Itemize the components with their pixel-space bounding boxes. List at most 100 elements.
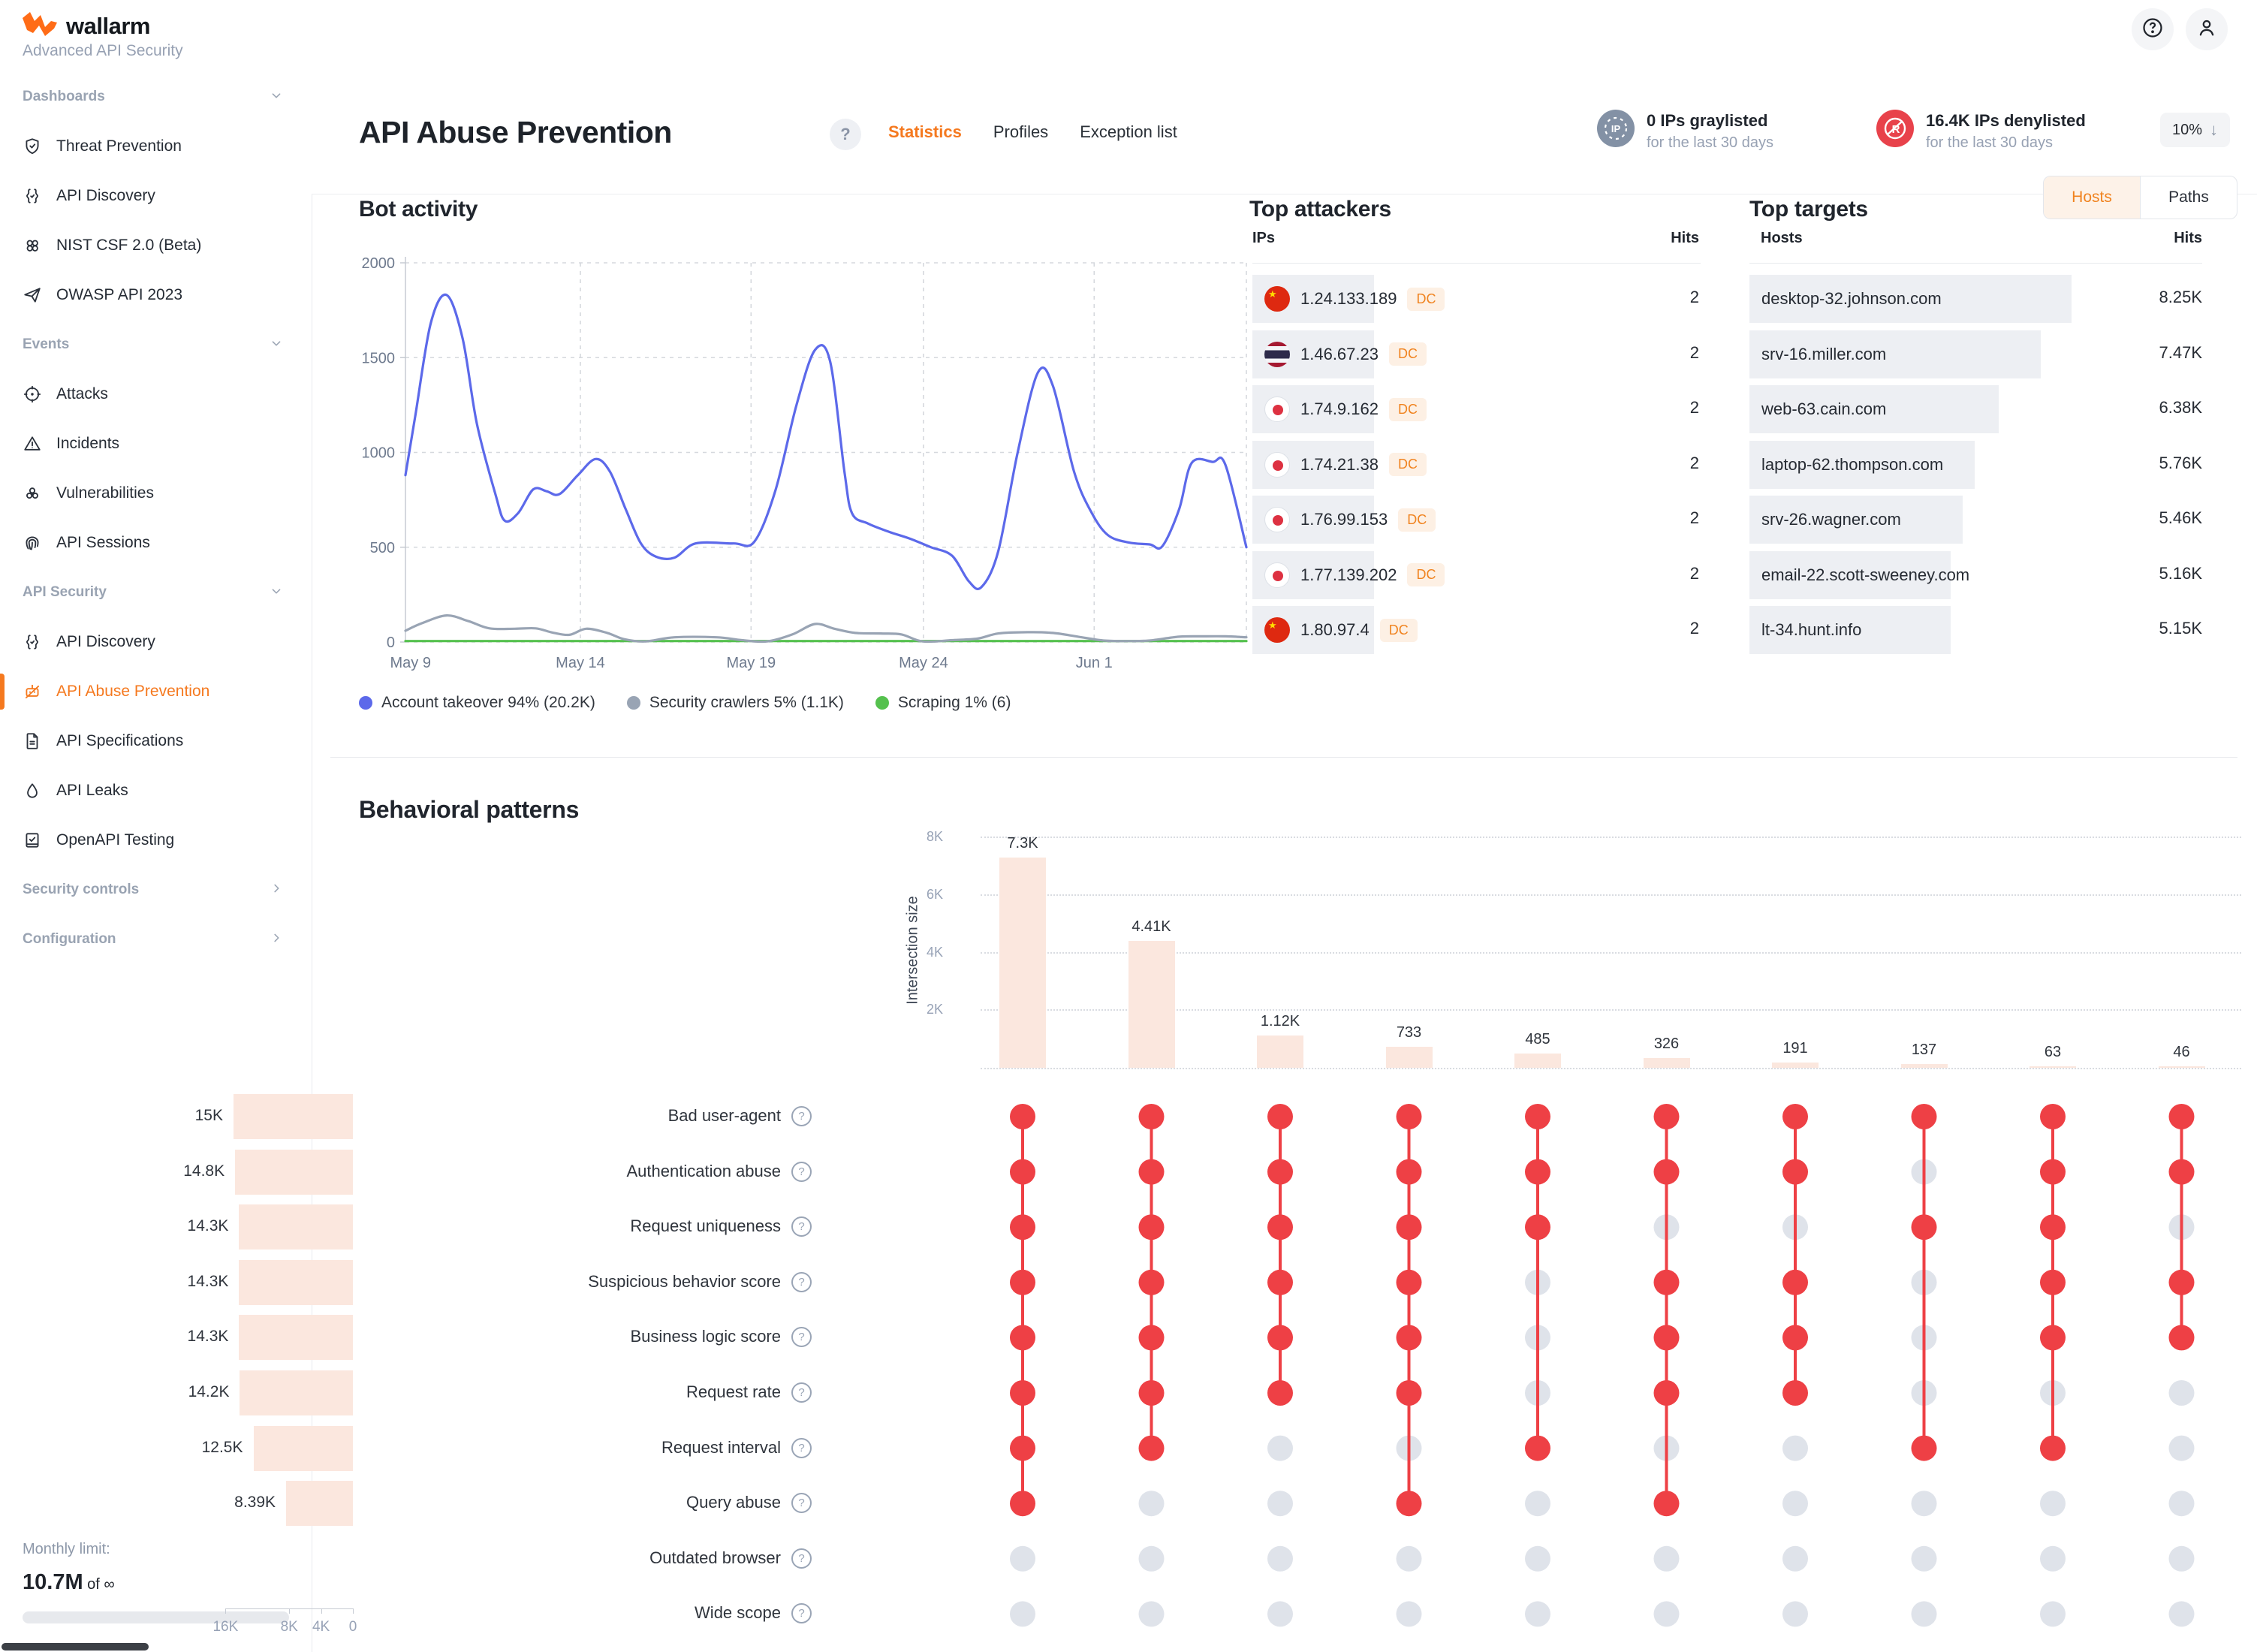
- sidebar-item-api-specifications[interactable]: API Specifications: [0, 716, 312, 766]
- attacker-row[interactable]: 1.77.139.202 DC 2: [1252, 550, 1701, 599]
- targets-toggle-paths[interactable]: Paths: [2140, 176, 2237, 219]
- target-row[interactable]: lt-34.hunt.info 5.15K: [1749, 606, 2202, 654]
- sidebar-item-api-abuse-prevention[interactable]: API Abuse Prevention: [0, 667, 312, 716]
- sidebar-item-api-discovery[interactable]: API Discovery: [0, 617, 312, 667]
- category-help-icon[interactable]: ?: [791, 1161, 812, 1182]
- set-axis-tick-mark: [225, 1608, 227, 1614]
- sidebar-item-api-sessions[interactable]: API Sessions: [0, 518, 312, 568]
- target-row[interactable]: email-22.scott-sweeney.com 5.16K: [1749, 550, 2202, 599]
- sidebar-item-threat-prevention[interactable]: Threat Prevention: [0, 122, 312, 171]
- legend-dot: [359, 696, 372, 710]
- intersection-value: 4.41K: [1132, 918, 1171, 935]
- help-button[interactable]: [2132, 8, 2174, 50]
- target-row-content: lt-34.hunt.info: [1761, 606, 1861, 654]
- matrix-dot-off: [1396, 1601, 1422, 1627]
- category-help-icon[interactable]: ?: [791, 1327, 812, 1348]
- sidebar: wallarm Advanced API Security Dashboards…: [0, 0, 312, 1652]
- category-help-icon[interactable]: ?: [791, 1216, 812, 1237]
- horizontal-scrollbar[interactable]: [2, 1643, 149, 1650]
- target-row[interactable]: srv-26.wagner.com 5.46K: [1749, 496, 2202, 544]
- intersection-bar: [1385, 1046, 1433, 1068]
- category-help-icon[interactable]: ?: [791, 1493, 812, 1514]
- attacker-ip: 1.46.67.23: [1300, 344, 1379, 363]
- sidebar-item-label: Incidents: [56, 435, 120, 452]
- attacker-row[interactable]: 1.46.67.23 DC 2: [1252, 330, 1701, 378]
- set-size-bar: [239, 1315, 353, 1361]
- country-flag-icon-jp: [1264, 451, 1290, 478]
- sidebar-item-api-discovery[interactable]: API Discovery: [0, 171, 312, 221]
- svg-text:R: R: [1892, 123, 1900, 136]
- sidebar-item-incidents[interactable]: Incidents: [0, 419, 312, 469]
- sidebar-item-owasp-api-2023[interactable]: OWASP API 2023: [0, 270, 312, 320]
- legend-item[interactable]: Security crawlers 5% (1.1K): [626, 694, 844, 712]
- attacker-row[interactable]: 1.74.9.162 DC 2: [1252, 385, 1701, 433]
- matrix-dot-on: [1138, 1214, 1165, 1241]
- sidebar-section-events[interactable]: Events: [0, 320, 312, 369]
- trend-down-icon: ↓: [2210, 120, 2219, 139]
- target-host: web-63.cain.com: [1761, 399, 1887, 418]
- tab-exception-list[interactable]: Exception list: [1080, 122, 1177, 141]
- datacenter-badge: DC: [1388, 453, 1427, 476]
- behavior-category-label: Bad user-agent: [667, 1106, 781, 1125]
- sidebar-section-security-controls[interactable]: Security controls: [0, 865, 312, 915]
- target-icon: [23, 384, 42, 404]
- target-hits: 8.25K: [2159, 288, 2203, 306]
- matrix-dot-on: [1653, 1104, 1680, 1129]
- sidebar-item-label: OWASP API 2023: [56, 286, 183, 303]
- target-row[interactable]: web-63.cain.com 6.38K: [1749, 385, 2202, 433]
- attacker-row-content: 1.24.133.189 DC: [1264, 275, 1445, 323]
- category-help-icon[interactable]: ?: [791, 1106, 812, 1126]
- attacker-row[interactable]: 1.24.133.189 DC 2: [1252, 275, 1701, 323]
- attacker-row[interactable]: 1.74.21.38 DC 2: [1252, 440, 1701, 489]
- set-size-bar: [239, 1204, 353, 1250]
- category-help-icon[interactable]: ?: [791, 1548, 812, 1569]
- category-help-icon[interactable]: ?: [791, 1437, 812, 1458]
- sidebar-item-api-leaks[interactable]: API Leaks: [0, 766, 312, 815]
- attacker-row-content: 1.46.67.23 DC: [1264, 330, 1427, 378]
- target-host: email-22.scott-sweeney.com: [1761, 565, 1970, 584]
- category-help-icon[interactable]: ?: [791, 1603, 812, 1624]
- sidebar-section-label: Dashboards: [23, 89, 105, 104]
- targets-toggle-hosts[interactable]: Hosts: [2044, 176, 2140, 219]
- sidebar-item-nist-csf-2-0-beta-[interactable]: NIST CSF 2.0 (Beta): [0, 221, 312, 270]
- category-help-icon[interactable]: ?: [791, 1271, 812, 1292]
- page-title: API Abuse Prevention: [359, 115, 672, 149]
- x-axis-tick: May 19: [727, 655, 776, 671]
- intersection-value: 63: [2044, 1043, 2062, 1060]
- behavior-category-label: Wide scope: [695, 1603, 781, 1623]
- attacker-row[interactable]: 1.76.99.153 DC 2: [1252, 496, 1701, 544]
- target-row[interactable]: laptop-62.thompson.com 5.76K: [1749, 440, 2202, 489]
- target-hits-bar: [1749, 440, 1975, 489]
- user-menu-button[interactable]: [2186, 8, 2228, 50]
- tab-profiles[interactable]: Profiles: [993, 122, 1049, 141]
- sidebar-item-vulnerabilities[interactable]: Vulnerabilities: [0, 469, 312, 518]
- sidebar-item-openapi-testing[interactable]: OpenAPI Testing: [0, 815, 312, 865]
- datacenter-badge: DC: [1388, 397, 1427, 421]
- target-hits-bar: [1749, 550, 1951, 599]
- sidebar-section-dashboards[interactable]: Dashboards: [0, 72, 312, 122]
- attacker-row-content: 1.76.99.153 DC: [1264, 496, 1436, 544]
- fingerprint-icon: [23, 533, 42, 553]
- matrix-dot-on: [1396, 1325, 1422, 1351]
- sidebar-section-label: Events: [23, 336, 70, 352]
- tab-statistics[interactable]: Statistics: [888, 122, 962, 141]
- sidebar-item-label: API Discovery: [56, 187, 155, 204]
- sidebar-section-api-security[interactable]: API Security: [0, 568, 312, 617]
- matrix-dot-on: [1653, 1325, 1680, 1351]
- target-row[interactable]: desktop-32.johnson.com 8.25K: [1749, 275, 2202, 323]
- matrix-dot-on: [1782, 1104, 1808, 1129]
- target-row[interactable]: srv-16.miller.com 7.47K: [1749, 330, 2202, 378]
- category-help-icon[interactable]: ?: [791, 1382, 812, 1403]
- sidebar-item-attacks[interactable]: Attacks: [0, 369, 312, 419]
- matrix-dot-off: [2040, 1491, 2066, 1517]
- brand-logo[interactable]: wallarm: [23, 11, 150, 41]
- matrix-dot-on: [1653, 1491, 1680, 1517]
- attacker-row[interactable]: 1.80.97.4 DC 2: [1252, 606, 1701, 654]
- legend-item[interactable]: Account takeover 94% (20.2K): [359, 694, 595, 712]
- matrix-dot-off: [1396, 1545, 1422, 1572]
- page-title-help-icon[interactable]: ?: [830, 119, 861, 150]
- sidebar-section-configuration[interactable]: Configuration: [0, 915, 312, 964]
- target-hits-bar: [1749, 385, 1999, 433]
- target-hits: 5.46K: [2159, 508, 2203, 527]
- legend-item[interactable]: Scraping 1% (6): [875, 694, 1011, 712]
